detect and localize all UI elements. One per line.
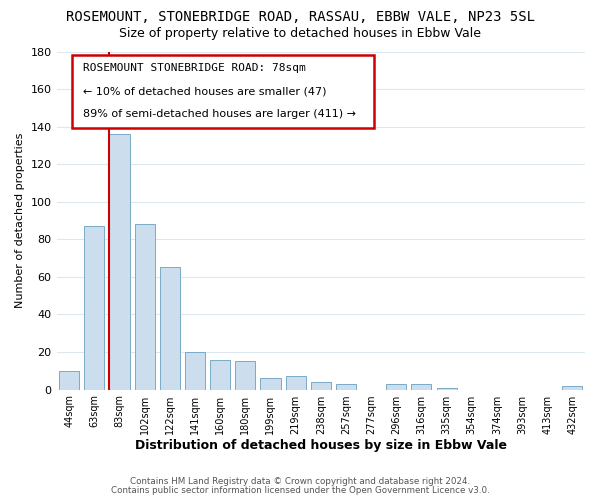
Text: ROSEMOUNT, STONEBRIDGE ROAD, RASSAU, EBBW VALE, NP23 5SL: ROSEMOUNT, STONEBRIDGE ROAD, RASSAU, EBB…: [65, 10, 535, 24]
Bar: [311, 382, 331, 390]
Bar: [235, 362, 256, 390]
Bar: [59, 371, 79, 390]
Bar: [84, 226, 104, 390]
Bar: [185, 352, 205, 390]
Bar: [437, 388, 457, 390]
Text: Contains HM Land Registry data © Crown copyright and database right 2024.: Contains HM Land Registry data © Crown c…: [130, 477, 470, 486]
Bar: [386, 384, 406, 390]
Text: Contains public sector information licensed under the Open Government Licence v3: Contains public sector information licen…: [110, 486, 490, 495]
Bar: [109, 134, 130, 390]
Bar: [286, 376, 305, 390]
Bar: [336, 384, 356, 390]
FancyBboxPatch shape: [73, 55, 374, 128]
X-axis label: Distribution of detached houses by size in Ebbw Vale: Distribution of detached houses by size …: [135, 440, 507, 452]
Y-axis label: Number of detached properties: Number of detached properties: [15, 133, 25, 308]
Text: ← 10% of detached houses are smaller (47): ← 10% of detached houses are smaller (47…: [83, 86, 326, 96]
Text: ROSEMOUNT STONEBRIDGE ROAD: 78sqm: ROSEMOUNT STONEBRIDGE ROAD: 78sqm: [83, 64, 306, 74]
Bar: [210, 360, 230, 390]
Bar: [412, 384, 431, 390]
Bar: [160, 268, 180, 390]
Bar: [562, 386, 583, 390]
Bar: [260, 378, 281, 390]
Text: 89% of semi-detached houses are larger (411) →: 89% of semi-detached houses are larger (…: [83, 109, 356, 119]
Text: Size of property relative to detached houses in Ebbw Vale: Size of property relative to detached ho…: [119, 28, 481, 40]
Bar: [134, 224, 155, 390]
